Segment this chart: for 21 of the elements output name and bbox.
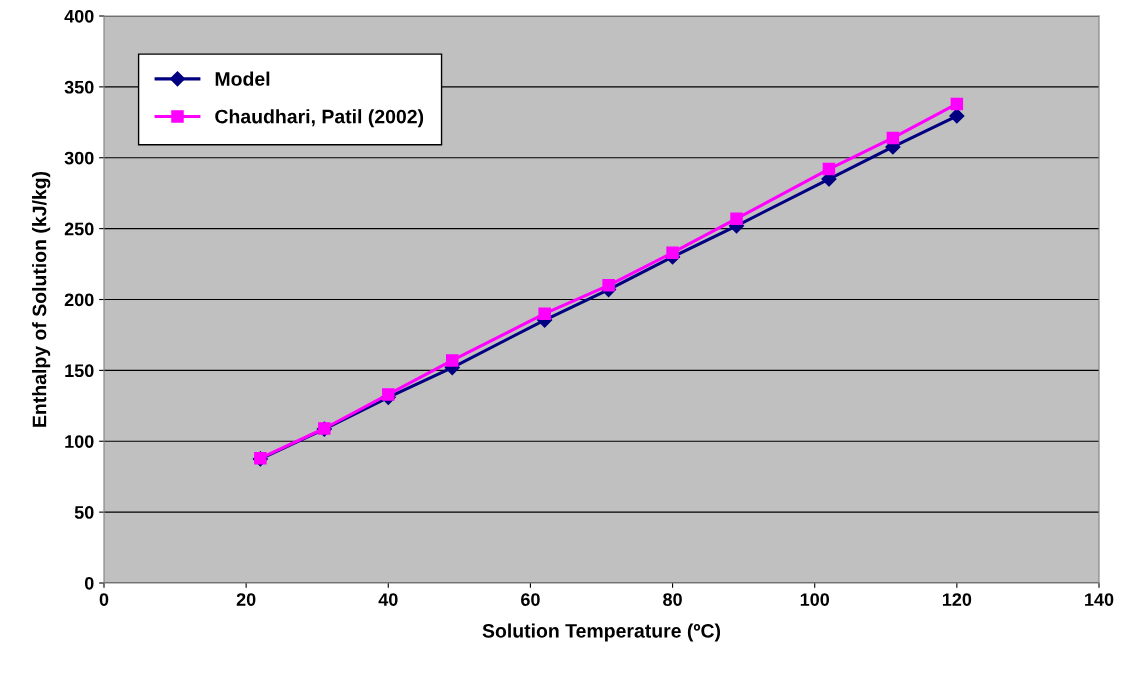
y-tick-label: 0 [84,576,94,590]
x-tick-label: 40 [378,593,398,606]
legend-label: Model [215,71,270,86]
y-tick-label: 350 [64,80,94,94]
x-tick-label: 60 [521,593,540,606]
y-tick-label: 200 [64,293,94,307]
y-tick-label: 250 [64,222,94,236]
y-tick-label: 400 [64,9,94,23]
y-tick-label: 50 [74,506,94,519]
y-tick-label: 150 [65,364,94,378]
x-tick-label: 100 [800,593,830,606]
x-axis-title: Solution Temperature (ºC) [482,623,721,642]
x-tick-label: 120 [942,593,972,606]
y-tick-label: 100 [65,435,94,448]
legend-label: Chaudhari, Patil (2002) [215,109,424,128]
x-tick-label: 20 [236,593,256,606]
x-tick-label: 140 [1085,593,1114,606]
y-tick-label: 300 [64,151,94,165]
x-tick-label: 0 [99,593,109,606]
x-tick-label: 80 [663,593,682,606]
y-axis-title: Enthalpy of Solution (kJ/kg) [32,171,51,427]
